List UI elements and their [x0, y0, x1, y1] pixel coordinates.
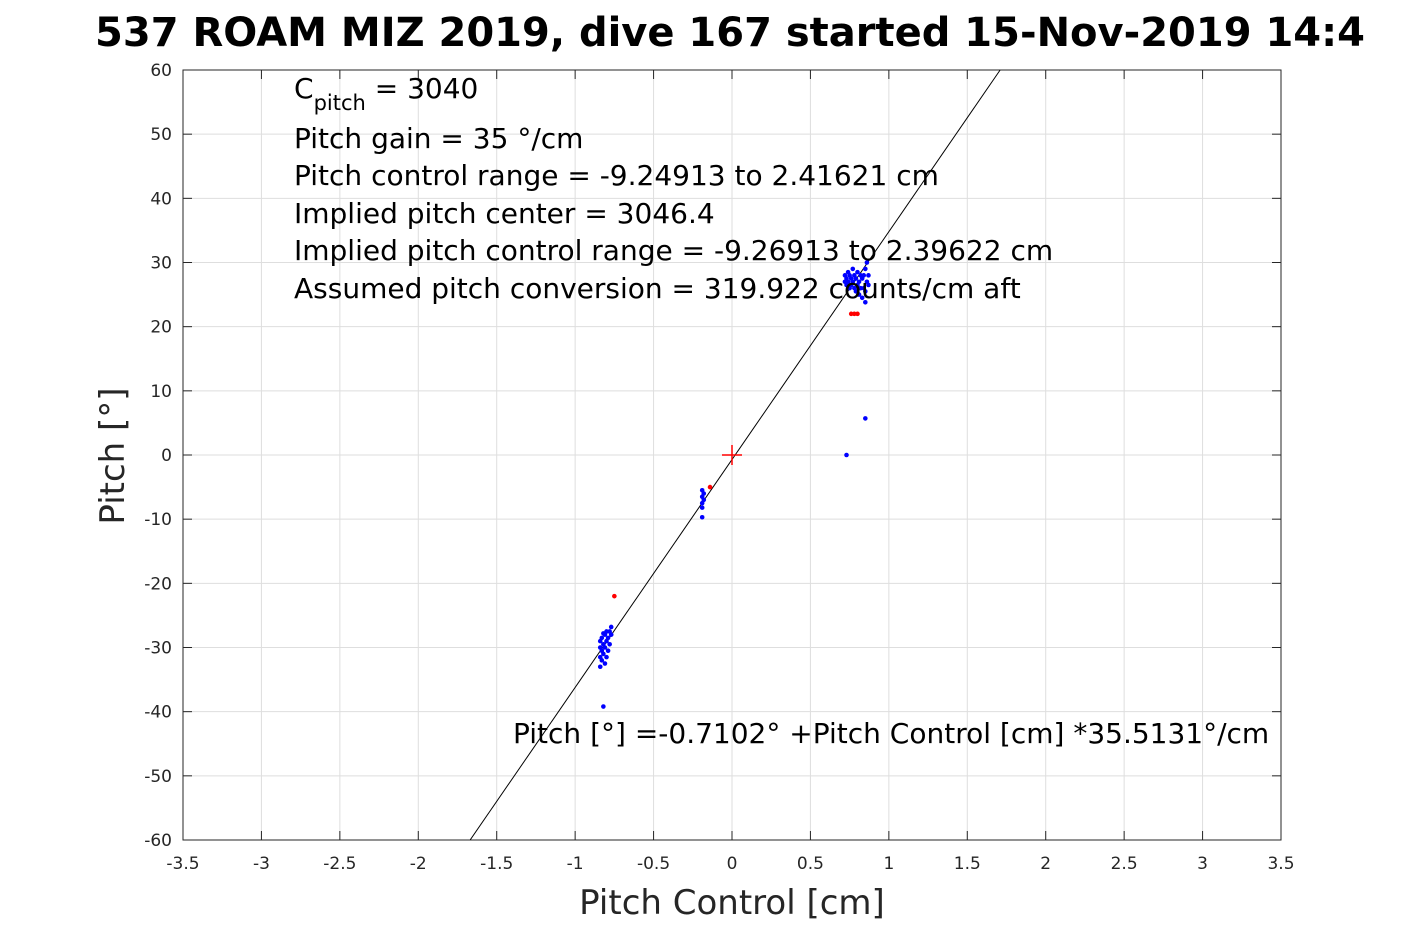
y-tick-label: -30 [144, 639, 172, 659]
x-tick-label: 2 [1040, 854, 1051, 874]
data-point [863, 289, 868, 294]
data-point [608, 632, 614, 637]
data-point [850, 279, 856, 285]
data-point [855, 311, 860, 317]
y-tick-label: 0 [161, 446, 172, 466]
data-point [707, 484, 713, 490]
data-point [601, 651, 606, 657]
data-point [861, 273, 867, 278]
x-tick-label: 3 [1197, 854, 1208, 874]
x-tick-label: -0.5 [637, 854, 670, 874]
x-tick-labels: -3.5 -3 -2.5 -2 -1.5 -1 -0.5 0 0.5 1 1.5 2 2.5 3 3.5 [166, 854, 1294, 874]
data-point [855, 269, 860, 275]
x-tick-label: -2 [410, 854, 427, 874]
x-tick-label: -3 [253, 854, 270, 874]
y-tick-label: -20 [144, 574, 172, 594]
data-point [699, 505, 705, 510]
x-tick-label: -2.5 [323, 854, 356, 874]
data-point [599, 635, 605, 641]
data-point [863, 299, 868, 305]
data-point [604, 654, 609, 660]
c-pitch-label: C [294, 72, 314, 105]
data-point [601, 704, 606, 709]
pitch-gain-annotation: Pitch gain = 35 °/cm [294, 122, 583, 155]
x-tick-label: 2.5 [1111, 854, 1138, 874]
data-point [599, 658, 605, 663]
data-point [859, 295, 865, 301]
data-point [866, 273, 871, 278]
center-marker [722, 445, 742, 465]
data-point [853, 289, 859, 294]
implied-pitch-control-range-annotation: Implied pitch control range = -9.26913 t… [294, 234, 1053, 267]
x-tick-label: -3.5 [166, 854, 199, 874]
data-point [856, 279, 862, 285]
x-tick-label: -1.5 [480, 854, 513, 874]
chart-title: 537 ROAM MIZ 2019, dive 167 started 15-N… [95, 10, 1365, 56]
pitch-conversion-annotation: Assumed pitch conversion = 319.922 count… [294, 272, 1021, 305]
data-point [602, 661, 608, 666]
data-point [856, 292, 862, 297]
y-tick-label: -10 [144, 510, 172, 530]
x-tick-label: 0 [727, 854, 738, 874]
data-point [866, 282, 871, 288]
c-pitch-value: = 3040 [366, 72, 479, 105]
x-axis-label: Pitch Control [cm] [579, 883, 885, 923]
y-tick-label: 20 [150, 318, 172, 338]
fit-equation-label: Pitch [°] =-0.7102° +Pitch Control [cm] … [513, 717, 1269, 750]
x-tick-label: 1 [883, 854, 894, 874]
data-point [612, 593, 617, 599]
data-point [863, 266, 868, 272]
data-point [701, 491, 707, 496]
c-pitch-subscript: pitch [314, 91, 366, 115]
x-tick-label: 3.5 [1267, 854, 1294, 874]
data-point [850, 266, 856, 272]
data-point [845, 279, 851, 285]
y-axis-label: Pitch [°] [93, 387, 133, 524]
data-point [701, 497, 707, 503]
y-tick-label: -60 [144, 831, 172, 851]
data-point [699, 514, 705, 520]
y-tick-label: 60 [150, 61, 172, 81]
data-point [605, 635, 611, 641]
y-tick-label: 10 [150, 382, 172, 402]
pitch-control-range-annotation: Pitch control range = -9.24913 to 2.4162… [294, 159, 939, 192]
data-point [607, 641, 612, 647]
data-point [608, 624, 614, 630]
data-points [597, 260, 871, 709]
data-point [863, 416, 868, 421]
data-point [602, 645, 608, 650]
y-tick-label: 50 [150, 125, 172, 145]
y-tick-label: 40 [150, 189, 172, 209]
x-tick-label: -1 [567, 854, 584, 874]
data-point [864, 260, 870, 265]
data-point [605, 648, 611, 654]
y-tick-labels: -60 -50 -40 -30 -20 -10 0 10 20 30 40 50 60 [144, 61, 172, 851]
x-tick-label: 1.5 [954, 854, 981, 874]
c-pitch-annotation: Cpitch = 3040 [294, 72, 478, 115]
y-tick-label: -50 [144, 767, 172, 787]
data-point [853, 276, 859, 281]
axis-ticks [182, 69, 1282, 841]
grid-lines [182, 69, 1282, 841]
x-tick-label: 0.5 [797, 854, 824, 874]
data-point [597, 664, 603, 670]
info-annotations: Cpitch = 3040 Pitch gain = 35 °/cm Pitch… [294, 72, 1053, 305]
y-tick-label: -40 [144, 703, 172, 723]
data-point [844, 452, 849, 458]
y-tick-label: 30 [150, 254, 172, 274]
implied-pitch-center-annotation: Implied pitch center = 3046.4 [294, 197, 715, 230]
